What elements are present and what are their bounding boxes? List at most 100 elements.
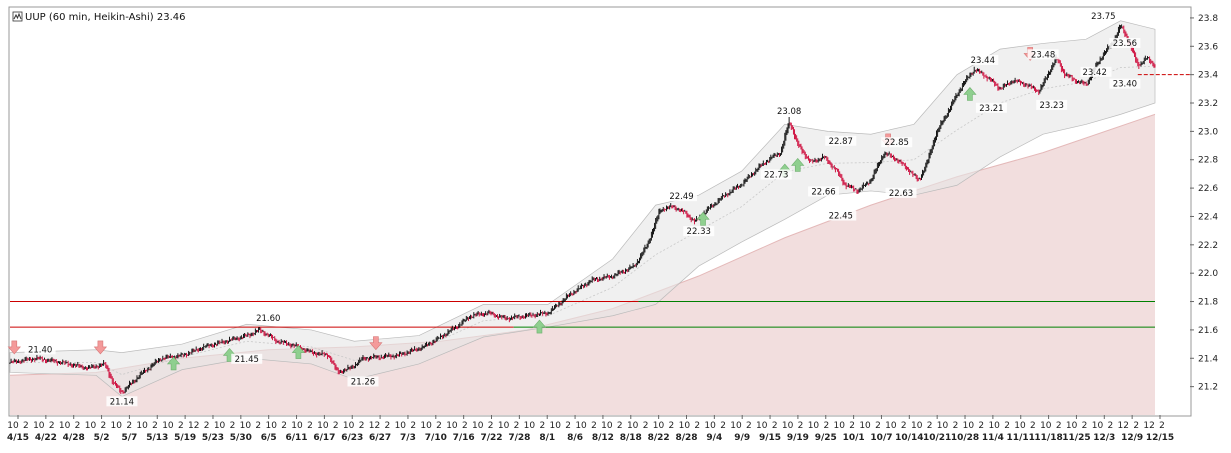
x-hour-label: 10 bbox=[317, 421, 329, 431]
x-hour-label: 2 bbox=[75, 421, 81, 431]
x-hour-label: 10 bbox=[575, 421, 587, 431]
x-date-label: 4/22 bbox=[35, 433, 57, 443]
x-date-label: 9/25 bbox=[815, 433, 837, 443]
x-hour-label: 2 bbox=[230, 421, 236, 431]
price-annotation: 21.26 bbox=[351, 377, 375, 387]
x-hour-label: 10 bbox=[859, 421, 871, 431]
x-hour-label: 10 bbox=[1092, 421, 1104, 431]
y-tick-label: 22.8 bbox=[1198, 156, 1218, 166]
x-hour-label: 2 bbox=[1107, 421, 1113, 431]
x-hour-label: 10 bbox=[549, 421, 561, 431]
price-annotation: 23.56 bbox=[1113, 39, 1137, 49]
chart-title: UUP (60 min, Heikin-Ashi) 23.46 bbox=[12, 11, 186, 23]
x-hour-label: 2 bbox=[617, 421, 623, 431]
price-annotation: 22.63 bbox=[889, 189, 913, 199]
chart-logo-icon bbox=[12, 11, 23, 22]
annotation-bg bbox=[666, 191, 698, 202]
price-annotation: 23.40 bbox=[1113, 80, 1137, 90]
y-tick-label: 21.8 bbox=[1198, 298, 1218, 308]
x-hour-label: 2 bbox=[514, 421, 520, 431]
x-hour-label: 12 bbox=[369, 421, 380, 431]
y-tick-label: 22.2 bbox=[1198, 241, 1218, 251]
x-hour-label: 10 bbox=[85, 421, 97, 431]
x-hour-label: 2 bbox=[255, 421, 261, 431]
x-hour-label: 2 bbox=[953, 421, 959, 431]
annotation-bg bbox=[683, 226, 715, 237]
price-annotation: 22.73 bbox=[764, 170, 788, 180]
x-hour-label: 10 bbox=[963, 421, 975, 431]
x-hour-label: 2 bbox=[772, 421, 778, 431]
x-date-label: 5/23 bbox=[202, 433, 224, 443]
x-date-label: 8/28 bbox=[675, 433, 697, 443]
x-date-label: 5/30 bbox=[230, 433, 252, 443]
annotation-bg bbox=[1109, 37, 1141, 48]
x-hour-label: 10 bbox=[834, 421, 846, 431]
buy-arrow-icon bbox=[963, 87, 977, 101]
x-hour-label: 10 bbox=[627, 421, 639, 431]
x-date-label: 8/1 bbox=[539, 433, 555, 443]
x-hour-label: 10 bbox=[446, 421, 458, 431]
price-annotation: 23.21 bbox=[979, 104, 1003, 114]
x-hour-label: 2 bbox=[1159, 421, 1165, 431]
annotation-bg bbox=[760, 169, 792, 180]
x-date-label: 9/9 bbox=[734, 433, 750, 443]
x-hour-label: 10 bbox=[1040, 421, 1052, 431]
x-date-label: 7/3 bbox=[400, 433, 416, 443]
x-hour-label: 10 bbox=[601, 421, 613, 431]
x-hour-label: 10 bbox=[240, 421, 252, 431]
x-hour-label: 2 bbox=[643, 421, 649, 431]
y-tick-label: 23.4 bbox=[1198, 71, 1218, 81]
price-annotation: 23.48 bbox=[1031, 50, 1055, 60]
x-hour-label: 2 bbox=[462, 421, 468, 431]
price-annotation: 21.40 bbox=[28, 345, 52, 355]
annotation-bg bbox=[967, 54, 999, 65]
price-annotation: 23.08 bbox=[777, 107, 801, 117]
y-tick-label: 23.2 bbox=[1198, 99, 1218, 109]
annotation-bg bbox=[825, 210, 857, 221]
x-hour-label: 10 bbox=[704, 421, 716, 431]
x-hour-label: 10 bbox=[162, 421, 174, 431]
x-hour-label: 10 bbox=[756, 421, 768, 431]
price-annotation: 22.49 bbox=[669, 192, 693, 202]
x-date-label: 12/9 bbox=[1121, 433, 1143, 443]
buy-arrow-icon bbox=[696, 211, 710, 226]
x-hour-label: 2 bbox=[1056, 421, 1062, 431]
x-hour-label: 2 bbox=[539, 421, 545, 431]
x-date-label: 5/7 bbox=[122, 433, 138, 443]
sell-arrow-icon bbox=[93, 340, 108, 355]
annotation-bg bbox=[825, 135, 857, 146]
x-hour-label: 2 bbox=[281, 421, 287, 431]
x-hour-label: 2 bbox=[204, 421, 210, 431]
annotation-bg bbox=[1080, 66, 1112, 77]
x-date-label: 4/28 bbox=[63, 433, 85, 443]
x-date-label: 11/4 bbox=[982, 433, 1004, 443]
x-hour-label: 10 bbox=[420, 421, 432, 431]
x-date-label: 9/19 bbox=[787, 433, 809, 443]
x-hour-label: 2 bbox=[927, 421, 933, 431]
price-annotation: 22.87 bbox=[829, 137, 853, 147]
x-hour-label: 2 bbox=[23, 421, 29, 431]
annotation-bg bbox=[773, 106, 805, 117]
x-date-label: 12/15 bbox=[1146, 433, 1174, 443]
x-hour-label: 10 bbox=[265, 421, 277, 431]
x-date-label: 7/10 bbox=[425, 433, 447, 443]
x-hour-label: 2 bbox=[1133, 421, 1139, 431]
x-hour-label: 10 bbox=[498, 421, 510, 431]
annotation-bg bbox=[1027, 49, 1059, 60]
y-axis: 21.2 21.4 21.6 21.8 22.0 22.2 22.4 22.6 22.8 23.0… bbox=[1190, 14, 1218, 393]
x-date-label: 10/7 bbox=[870, 433, 892, 443]
x-hour-label: 2 bbox=[436, 421, 442, 431]
annotation-bg bbox=[1036, 99, 1068, 110]
x-hour-label: 10 bbox=[730, 421, 742, 431]
y-tick-label: 21.2 bbox=[1198, 383, 1218, 393]
x-date-label: 7/28 bbox=[508, 433, 530, 443]
heikin-ashi-candles bbox=[9, 24, 1156, 395]
x-hour-label: 2 bbox=[746, 421, 752, 431]
x-hour-label: 2 bbox=[823, 421, 829, 431]
x-date-label: 6/5 bbox=[261, 433, 277, 443]
x-hour-label: 2 bbox=[488, 421, 494, 431]
x-hour-label: 12 bbox=[188, 421, 199, 431]
x-hour-label: 10 bbox=[111, 421, 123, 431]
sma-area-fill bbox=[10, 114, 1155, 415]
